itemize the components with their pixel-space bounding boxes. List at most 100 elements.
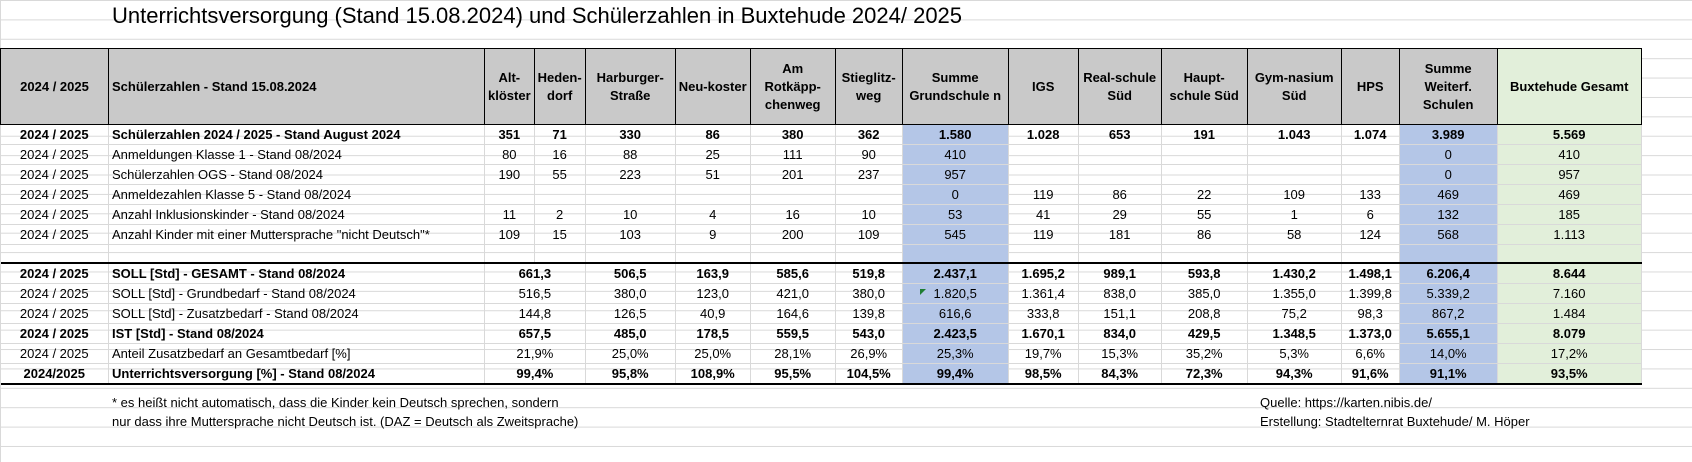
header-col: Summe Grundschule n [901,48,1009,125]
row-year: 2024 / 2025 [0,204,109,225]
row-value [1008,164,1079,185]
row-value: 385,0 [1161,283,1248,304]
row-value [1078,164,1162,185]
row-value: 3.989 [1399,124,1498,145]
header-col: Stieglitz-weg [834,48,903,125]
row-value [585,184,676,205]
row-value [534,184,586,205]
row-value: 4 [675,204,751,225]
header-col: IGS [1007,48,1079,125]
row-value: 957 [902,164,1009,185]
row-value: 1 [1247,204,1342,225]
empty-cell [534,244,586,264]
row-value: 103 [585,224,676,245]
row-value: 6,6% [1341,343,1400,364]
row-year: 2024 / 2025 [0,144,109,165]
row-value: 1.695,2 [1008,262,1079,284]
row-value: 21,9% [484,343,586,364]
table-row: 2024 / 2025 IST [Std] - Stand 08/2024 657,… [0,323,1642,344]
row-value: 362 [835,124,903,145]
header-col: Alt-klöster [484,48,535,125]
row-year: 2024 / 2025 [0,184,109,205]
empty-cell [1078,244,1162,264]
row-value: 201 [750,164,836,185]
header-col: Harburger-Straße [584,48,676,125]
row-value: 223 [585,164,676,185]
row-value: 506,5 [585,262,676,284]
row-value: 16 [750,204,836,225]
table-row: 2024 / 2025 Schülerzahlen OGS - Stand 08/… [0,164,1642,185]
row-label: Anzahl Kinder mit einer Muttersprache "n… [108,224,485,245]
row-value: 111 [750,144,836,165]
row-value [484,184,535,205]
row-value: 333,8 [1008,303,1079,324]
row-value: 126,5 [585,303,676,324]
row-value: 35,2% [1161,343,1248,364]
empty-cell [1008,244,1079,264]
row-value: 380,0 [835,283,903,304]
row-value: 99,4% [902,363,1009,385]
row-label: SOLL [Std] - GESAMT - Stand 08/2024 [108,262,485,284]
row-value: 2.437,1 [902,262,1009,284]
row-value: 15,3% [1078,343,1162,364]
row-label: Anmeldungen Klasse 1 - Stand 08/2024 [108,144,485,165]
row-year: 2024 / 2025 [0,262,109,284]
row-value: 19,7% [1008,343,1079,364]
row-value: 29 [1078,204,1162,225]
empty-cell [1399,244,1498,264]
row-value: 58 [1247,224,1342,245]
header-row: 2024 / 2025 Schülerzahlen - Stand 15.08.… [0,48,1642,125]
row-value: 132 [1399,204,1498,225]
header-col: Heden-dorf [533,48,586,125]
row-value: 86 [675,124,751,145]
page-title: Unterrichtsversorgung (Stand 15.08.2024)… [112,3,963,28]
empty-cell [108,244,485,264]
row-value: 22 [1161,184,1248,205]
row-label: Unterrichtsversorgung [%] - Stand 08/202… [108,363,485,385]
row-value: 2 [534,204,586,225]
row-value: 616,6 [902,303,1009,324]
row-value: 1.670,1 [1008,323,1079,344]
row-value: 838,0 [1078,283,1162,304]
row-value [1247,144,1342,165]
row-value: 109 [484,224,535,245]
row-value: 55 [1161,204,1248,225]
row-value [1078,144,1162,165]
row-value: 86 [1161,224,1248,245]
row-value: 543,0 [835,323,903,344]
row-value: 26,9% [835,343,903,364]
row-value: 957 [1497,164,1642,185]
row-value: 98,5% [1008,363,1079,385]
row-value: 191 [1161,124,1248,145]
row-value: 657,5 [484,323,586,344]
table-row: 2024 / 2025 Anteil Zusatzbedarf an Gesamt… [0,343,1642,364]
row-value: 410 [902,144,1009,165]
row-label: Anzahl Inklusionskinder - Stand 08/2024 [108,204,485,225]
row-label: Anteil Zusatzbedarf an Gesamtbedarf [%] [108,343,485,364]
row-value: 200 [750,224,836,245]
row-value: 163,9 [675,262,751,284]
row-value: 1.043 [1247,124,1342,145]
row-label: IST [Std] - Stand 08/2024 [108,323,485,344]
row-value: 190 [484,164,535,185]
row-label: Schülerzahlen 2024 / 2025 - Stand August… [108,124,485,145]
row-value: 469 [1399,184,1498,205]
table-row: 2024 / 2025 Anzahl Kinder mit einer Mutte… [0,224,1642,245]
row-value: 109 [835,224,903,245]
row-value: 124 [1341,224,1400,245]
row-year: 2024 / 2025 [0,283,109,304]
row-label: SOLL [Std] - Grundbedarf - Stand 08/2024 [108,283,485,304]
row-label: Schülerzahlen OGS - Stand 08/2024 [108,164,485,185]
row-value: 119 [1008,224,1079,245]
row-value [750,184,836,205]
data-table: 2024 / 2025 Schülerzahlen - Stand 15.08.… [0,48,1642,385]
row-value: 123,0 [675,283,751,304]
row-value: 559,5 [750,323,836,344]
row-value: 519,8 [835,262,903,284]
row-value: 17,2% [1497,343,1642,364]
row-value: 139,8 [835,303,903,324]
row-value: 98,3 [1341,303,1400,324]
row-value: 51 [675,164,751,185]
row-year: 2024 / 2025 [0,124,109,145]
row-value: 53 [902,204,1009,225]
